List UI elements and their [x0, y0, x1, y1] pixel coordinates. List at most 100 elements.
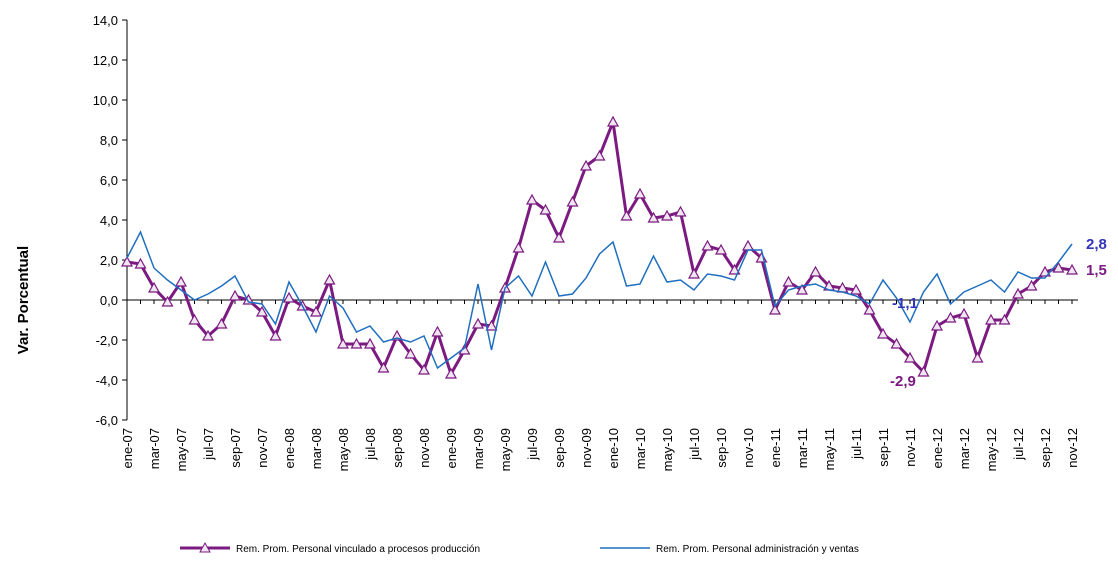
- x-tick-label: sep-08: [390, 428, 405, 468]
- legend-label: Rem. Prom. Personal vinculado a procesos…: [236, 544, 480, 555]
- point-marker: [566, 195, 579, 207]
- x-tick-label: ene-12: [930, 428, 945, 468]
- y-axis-label: Var. Porcentual: [15, 246, 32, 354]
- x-tick-label: nov-09: [579, 428, 594, 468]
- point-marker: [215, 317, 228, 329]
- point-marker: [363, 337, 377, 349]
- point-marker: [377, 361, 390, 373]
- x-tick-label: jul-07: [201, 428, 216, 461]
- x-tick-label: mar-08: [309, 428, 324, 469]
- point-marker: [201, 329, 215, 341]
- x-tick-label: sep-12: [1038, 428, 1053, 468]
- y-tick-label: 14,0: [93, 13, 118, 28]
- x-tick-label: may-11: [822, 428, 837, 470]
- point-marker: [809, 265, 822, 277]
- point-marker: [228, 289, 242, 301]
- point-marker: [984, 313, 998, 325]
- legend-label: Rem. Prom. Personal administración y ven…: [656, 544, 859, 555]
- y-tick-label: 6,0: [100, 173, 118, 188]
- x-tick-label: ene-11: [768, 428, 783, 468]
- point-marker: [1065, 263, 1079, 275]
- point-marker: [255, 305, 269, 317]
- x-tick-label: may-09: [498, 428, 513, 471]
- x-tick-label: jul-12: [1011, 428, 1026, 461]
- point-marker: [390, 329, 404, 341]
- point-marker: [971, 351, 984, 363]
- point-marker: [944, 311, 957, 323]
- point-marker: [903, 351, 917, 363]
- point-marker: [930, 319, 944, 331]
- point-marker: [701, 239, 714, 251]
- y-tick-label: 8,0: [100, 133, 118, 148]
- x-tick-label: sep-11: [876, 428, 891, 467]
- x-tick-label: sep-07: [228, 428, 243, 468]
- data-label: -1,1: [892, 295, 918, 312]
- point-marker: [269, 329, 282, 341]
- x-tick-label: jul-11: [849, 428, 864, 460]
- point-marker: [120, 255, 134, 267]
- x-tick-label: sep-09: [552, 428, 567, 468]
- y-tick-label: 0,0: [100, 293, 118, 308]
- x-tick-label: mar-07: [147, 428, 162, 469]
- point-marker: [309, 305, 323, 317]
- point-marker: [728, 263, 741, 275]
- point-marker: [147, 281, 161, 293]
- point-marker: [188, 313, 201, 325]
- point-marker: [444, 367, 458, 379]
- x-tick-label: jul-08: [363, 428, 378, 461]
- x-tick-label: nov-07: [255, 428, 270, 468]
- y-tick-label: 4,0: [100, 213, 118, 228]
- x-tick-label: mar-11: [795, 428, 810, 468]
- point-marker: [606, 115, 620, 127]
- point-marker: [890, 337, 903, 349]
- point-marker: [687, 267, 701, 279]
- point-marker: [134, 257, 147, 269]
- point-marker: [863, 303, 876, 315]
- point-marker: [161, 295, 174, 307]
- point-marker: [174, 275, 188, 287]
- point-marker: [714, 243, 728, 255]
- x-tick-label: ene-08: [282, 428, 297, 468]
- x-tick-label: mar-10: [633, 428, 648, 469]
- point-marker: [957, 307, 971, 319]
- point-marker: [525, 193, 539, 205]
- point-marker: [1038, 265, 1052, 277]
- point-marker: [1011, 287, 1025, 299]
- point-marker: [471, 317, 485, 329]
- point-marker: [417, 363, 431, 375]
- point-marker: [647, 211, 660, 223]
- point-marker: [620, 209, 633, 221]
- point-marker: [323, 273, 336, 285]
- point-marker: [431, 325, 444, 337]
- y-tick-label: 12,0: [93, 53, 118, 68]
- point-marker: [741, 239, 755, 251]
- x-tick-label: ene-09: [444, 428, 459, 468]
- x-tick-label: jul-10: [687, 428, 702, 461]
- point-marker: [593, 149, 606, 161]
- point-marker: [633, 187, 647, 199]
- point-marker: [876, 327, 890, 339]
- x-tick-label: may-07: [174, 428, 189, 471]
- point-marker: [336, 337, 350, 349]
- point-marker: [552, 231, 566, 243]
- point-marker: [282, 291, 296, 303]
- point-marker: [849, 283, 863, 295]
- x-tick-label: may-12: [984, 428, 999, 471]
- point-marker: [782, 275, 795, 287]
- x-tick-label: ene-07: [120, 428, 135, 468]
- x-tick-label: mar-09: [471, 428, 486, 469]
- x-tick-label: nov-12: [1065, 428, 1080, 468]
- point-marker: [768, 303, 782, 315]
- point-marker: [350, 337, 363, 349]
- data-label: 1,5: [1086, 262, 1107, 279]
- series-line: [126, 230, 1073, 370]
- point-marker: [539, 203, 552, 215]
- x-tick-label: sep-10: [714, 428, 729, 468]
- x-tick-label: may-08: [336, 428, 351, 471]
- data-label: 2,8: [1086, 236, 1107, 253]
- y-tick-label: 10,0: [93, 93, 118, 108]
- y-tick-label: -2,0: [96, 333, 118, 348]
- y-tick-label: 2,0: [100, 253, 118, 268]
- y-tick-label: -6,0: [96, 413, 118, 428]
